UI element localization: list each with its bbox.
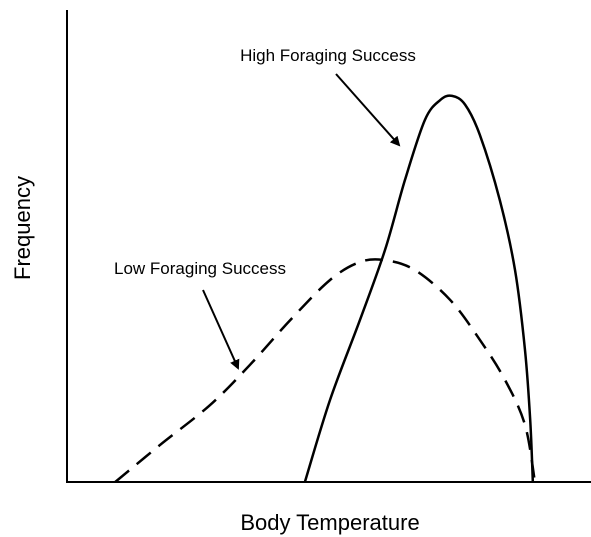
- y-axis-label: Frequency: [10, 176, 35, 280]
- annotation-arrow: [335, 73, 401, 147]
- annotation-arrow: [202, 289, 240, 370]
- annotation: Low Foraging Success: [114, 259, 286, 278]
- curve: [114, 258, 537, 483]
- curve: [303, 94, 535, 483]
- annotation: High Foraging Success: [240, 46, 416, 65]
- x-axis-label: Body Temperature: [240, 510, 419, 535]
